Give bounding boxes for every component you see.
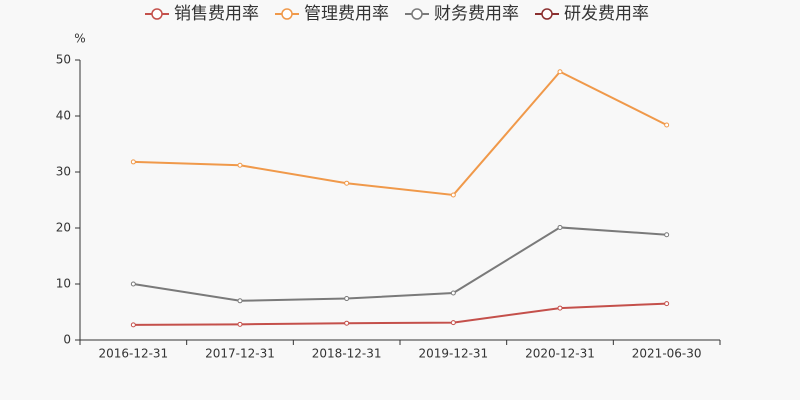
point xyxy=(130,281,136,287)
y-tick-label: 0 xyxy=(63,333,71,347)
point xyxy=(237,298,243,304)
x-tick-label: 2016-12-31 xyxy=(98,347,168,361)
point xyxy=(557,69,563,75)
y-tick-label: 30 xyxy=(56,165,71,179)
y-tick-label: 20 xyxy=(56,221,71,235)
legend-marker xyxy=(281,8,293,20)
point xyxy=(664,232,670,238)
line xyxy=(133,70,668,197)
point xyxy=(130,159,136,165)
point xyxy=(557,224,563,230)
legend-label: 管理费用率 xyxy=(304,4,389,24)
point xyxy=(664,301,670,307)
y-tick-label: 40 xyxy=(56,109,71,123)
point xyxy=(344,180,350,186)
x-tick-label: 2021-06-30 xyxy=(632,347,702,361)
point xyxy=(664,122,670,128)
line xyxy=(133,302,667,326)
point xyxy=(130,322,136,328)
legend-marker xyxy=(151,8,163,20)
x-tick-label: 2019-12-31 xyxy=(418,347,488,361)
legend-label: 研发费用率 xyxy=(564,4,649,24)
x-tick-label: 2020-12-31 xyxy=(525,347,595,361)
y-axis-label: % xyxy=(74,32,85,46)
legend-label: 销售费用率 xyxy=(174,4,259,24)
legend-marker xyxy=(411,8,423,20)
legend-label: 财务费用率 xyxy=(434,4,519,24)
point xyxy=(450,192,456,198)
point xyxy=(450,320,456,326)
y-tick-label: 50 xyxy=(56,53,71,67)
x-tick-label: 2018-12-31 xyxy=(312,347,382,361)
point xyxy=(344,296,350,302)
legend-marker xyxy=(541,8,553,20)
point xyxy=(450,290,456,296)
point xyxy=(237,162,243,168)
point xyxy=(344,320,350,326)
line xyxy=(133,226,667,302)
x-tick-label: 2017-12-31 xyxy=(205,347,275,361)
point xyxy=(237,321,243,327)
point xyxy=(557,305,563,311)
y-tick-label: 10 xyxy=(56,277,71,291)
